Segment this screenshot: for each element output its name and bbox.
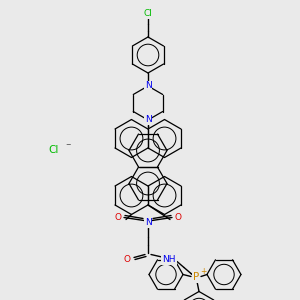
Text: Cl: Cl — [144, 10, 152, 19]
Text: ⁻: ⁻ — [65, 142, 71, 152]
Text: N: N — [145, 218, 152, 227]
Text: Cl: Cl — [49, 145, 59, 155]
Text: O: O — [124, 255, 130, 264]
Text: O: O — [175, 213, 182, 222]
Text: N: N — [145, 116, 152, 124]
Text: N: N — [145, 82, 152, 91]
Text: +: + — [200, 267, 206, 276]
Text: P: P — [193, 272, 199, 281]
Text: NH: NH — [162, 255, 176, 264]
Text: O: O — [115, 213, 122, 222]
